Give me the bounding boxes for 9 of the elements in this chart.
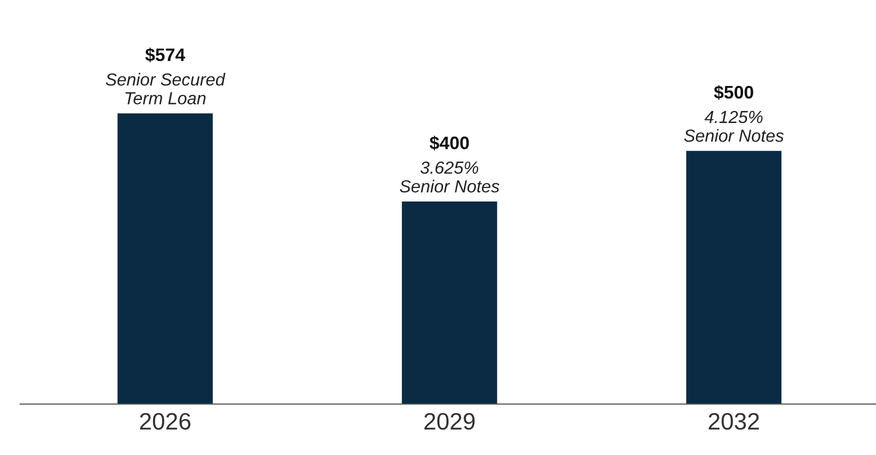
x-tick-label: 2026: [140, 412, 190, 430]
x-tick-label: 2029: [424, 412, 475, 430]
x-tick-label: 2032: [708, 412, 759, 430]
data-label: $574: [145, 48, 186, 62]
data-label: $500: [714, 85, 754, 100]
annotation: 3.625% Senior Notes: [400, 161, 500, 192]
annotation: Senior Secured Term Loan: [106, 72, 226, 104]
annotation: 4.125% Senior Notes: [684, 110, 784, 142]
data-label: $400: [430, 136, 469, 150]
